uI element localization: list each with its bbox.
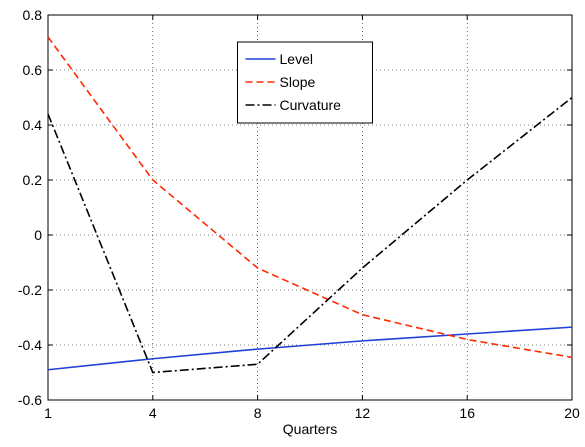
y-tick-label: 0.6 — [23, 62, 43, 78]
x-tick-label: 1 — [44, 405, 52, 421]
x-tick-label: 16 — [459, 405, 475, 421]
y-tick-label: -0.4 — [18, 337, 42, 353]
legend-label: Slope — [280, 74, 316, 90]
series-line — [47, 96, 573, 374]
plot-frame — [47, 14, 573, 401]
x-tick-label: 20 — [564, 405, 580, 421]
y-tick-label: 0.2 — [23, 172, 43, 188]
series-line — [47, 36, 573, 359]
x-tick-label: 12 — [355, 405, 371, 421]
x-tick-label: 4 — [149, 405, 157, 421]
y-tick-label: -0.2 — [18, 282, 42, 298]
y-tick-label: -0.6 — [18, 392, 42, 408]
x-tick-label: 8 — [254, 405, 262, 421]
legend-label: Curvature — [280, 97, 342, 113]
x-axis-label: Quarters — [283, 421, 337, 437]
y-tick-label: 0.4 — [23, 117, 43, 133]
y-tick-label: 0.8 — [23, 7, 43, 23]
legend-label: Level — [280, 51, 313, 67]
series-line — [47, 326, 573, 371]
y-tick-label: 0 — [34, 227, 42, 243]
